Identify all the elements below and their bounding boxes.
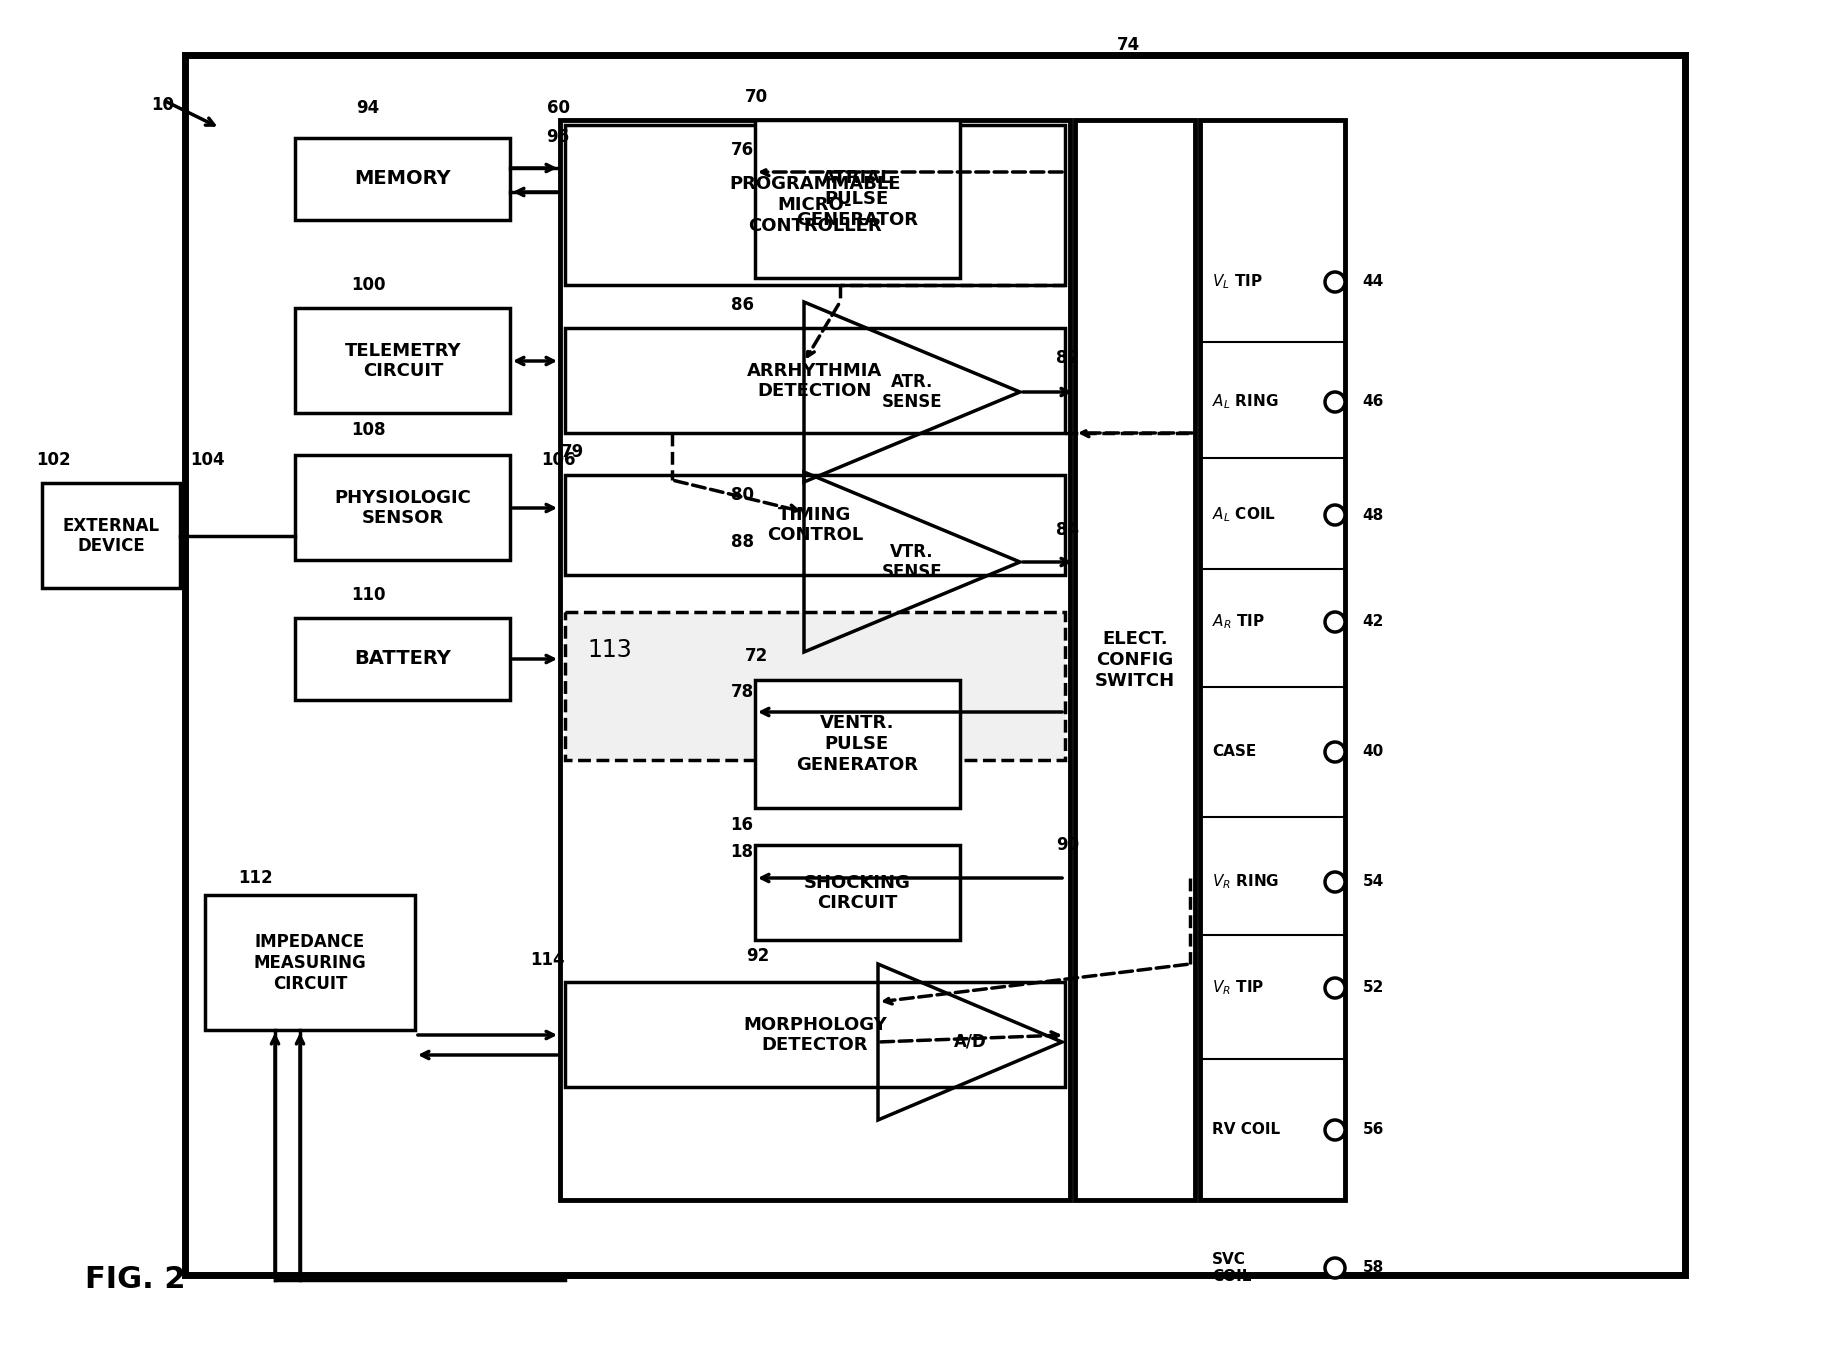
Bar xyxy=(1200,120,1345,1200)
Text: PHYSIOLOGIC
SENSOR: PHYSIOLOGIC SENSOR xyxy=(335,489,471,527)
Text: SHOCKING
CIRCUIT: SHOCKING CIRCUIT xyxy=(804,873,911,913)
Circle shape xyxy=(1325,612,1345,632)
Text: SVC
COIL: SVC COIL xyxy=(1213,1252,1251,1284)
Text: $A_R$ TIP: $A_R$ TIP xyxy=(1213,613,1266,632)
Text: 76: 76 xyxy=(731,142,753,159)
Text: 114: 114 xyxy=(531,951,566,968)
Text: FIG. 2: FIG. 2 xyxy=(84,1265,185,1294)
Text: $V_R$ RING: $V_R$ RING xyxy=(1213,873,1279,891)
Text: 72: 72 xyxy=(744,647,768,665)
Text: 78: 78 xyxy=(731,682,753,701)
Text: VTR.
SENSE: VTR. SENSE xyxy=(881,542,942,582)
Text: 74: 74 xyxy=(1116,35,1140,54)
Text: 88: 88 xyxy=(731,533,753,552)
Bar xyxy=(564,328,1064,433)
Text: 96: 96 xyxy=(546,128,570,146)
Text: 40: 40 xyxy=(1363,745,1383,760)
Text: 112: 112 xyxy=(238,869,273,887)
Bar xyxy=(564,612,1064,760)
Text: 42: 42 xyxy=(1363,614,1383,629)
Text: 48: 48 xyxy=(1363,508,1383,523)
Text: 60: 60 xyxy=(546,99,570,117)
Bar xyxy=(564,125,1064,285)
Bar xyxy=(755,680,960,808)
Text: ELECT.
CONFIG
SWITCH: ELECT. CONFIG SWITCH xyxy=(1096,631,1174,689)
Text: BATTERY: BATTERY xyxy=(355,650,451,669)
Text: IMPEDANCE
MEASURING
CIRCUIT: IMPEDANCE MEASURING CIRCUIT xyxy=(253,933,366,993)
Text: 16: 16 xyxy=(731,816,753,834)
Bar xyxy=(42,484,180,588)
Text: 108: 108 xyxy=(350,421,385,439)
Text: 113: 113 xyxy=(588,637,632,662)
Bar xyxy=(561,120,1070,1200)
Text: TIMING
CONTROL: TIMING CONTROL xyxy=(768,505,863,545)
Text: 86: 86 xyxy=(731,296,753,315)
Circle shape xyxy=(1325,742,1345,761)
Text: $A_L$ COIL: $A_L$ COIL xyxy=(1213,505,1277,524)
Text: 70: 70 xyxy=(744,89,768,106)
Circle shape xyxy=(1325,505,1345,524)
Text: 56: 56 xyxy=(1363,1122,1383,1137)
Text: MEMORY: MEMORY xyxy=(355,169,451,188)
Text: VENTR.
PULSE
GENERATOR: VENTR. PULSE GENERATOR xyxy=(795,714,918,774)
Text: RV COIL: RV COIL xyxy=(1213,1122,1281,1137)
Text: ARRHYTHMIA
DETECTION: ARRHYTHMIA DETECTION xyxy=(747,361,883,400)
Text: 46: 46 xyxy=(1363,395,1383,410)
Bar xyxy=(755,844,960,940)
Text: 80: 80 xyxy=(731,486,753,504)
Circle shape xyxy=(1325,872,1345,892)
Text: 102: 102 xyxy=(37,451,71,469)
Text: CASE: CASE xyxy=(1213,745,1257,760)
Bar xyxy=(295,618,509,700)
Bar xyxy=(295,308,509,413)
Bar xyxy=(564,982,1064,1087)
Text: 54: 54 xyxy=(1363,874,1383,889)
Text: 110: 110 xyxy=(350,586,385,603)
Bar xyxy=(295,455,509,560)
Circle shape xyxy=(1325,978,1345,998)
Text: PROGRAMMABLE
MICRO-
CONTROLLER: PROGRAMMABLE MICRO- CONTROLLER xyxy=(729,176,901,234)
Text: $V_L$ TIP: $V_L$ TIP xyxy=(1213,272,1262,291)
Text: 92: 92 xyxy=(746,947,769,966)
Text: 52: 52 xyxy=(1363,981,1383,996)
Text: MORPHOLOGY
DETECTOR: MORPHOLOGY DETECTOR xyxy=(744,1016,887,1054)
Text: $A_L$ RING: $A_L$ RING xyxy=(1213,392,1279,411)
Bar xyxy=(564,475,1064,575)
Circle shape xyxy=(1325,1258,1345,1278)
Text: 18: 18 xyxy=(731,843,753,861)
Text: A/D: A/D xyxy=(954,1032,986,1051)
Text: 94: 94 xyxy=(357,99,379,117)
Bar xyxy=(1075,120,1194,1200)
Text: ATRIAL
PULSE
GENERATOR: ATRIAL PULSE GENERATOR xyxy=(795,169,918,229)
Text: 104: 104 xyxy=(191,451,225,469)
Text: 90: 90 xyxy=(1057,836,1079,854)
Text: 106: 106 xyxy=(540,451,575,469)
Bar xyxy=(295,138,509,221)
Text: TELEMETRY
CIRCUIT: TELEMETRY CIRCUIT xyxy=(344,342,462,380)
Text: 10: 10 xyxy=(152,95,174,114)
Text: 58: 58 xyxy=(1363,1260,1383,1275)
Text: 44: 44 xyxy=(1363,275,1383,290)
Text: $V_R$ TIP: $V_R$ TIP xyxy=(1213,979,1264,997)
Text: 100: 100 xyxy=(350,276,385,294)
Text: 84: 84 xyxy=(1057,522,1079,539)
Circle shape xyxy=(1325,272,1345,291)
Text: EXTERNAL
DEVICE: EXTERNAL DEVICE xyxy=(62,516,159,556)
Bar xyxy=(185,54,1685,1275)
Text: 82: 82 xyxy=(1057,349,1079,366)
Circle shape xyxy=(1325,392,1345,411)
Bar xyxy=(205,895,416,1030)
Bar xyxy=(755,120,960,278)
Text: ATR.
SENSE: ATR. SENSE xyxy=(881,373,942,411)
Text: 79: 79 xyxy=(561,443,584,460)
Circle shape xyxy=(1325,1120,1345,1140)
